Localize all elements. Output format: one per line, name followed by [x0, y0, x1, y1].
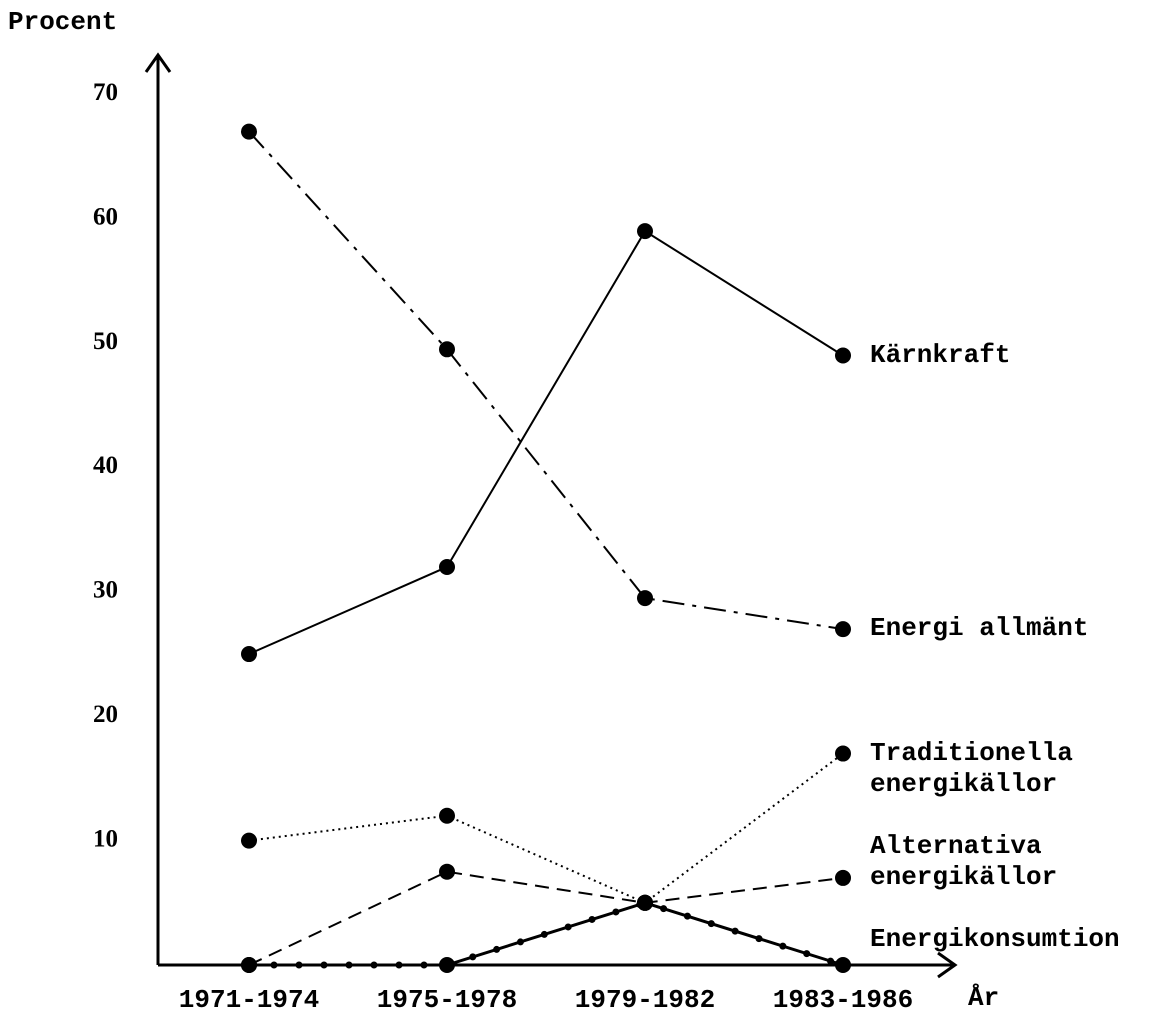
point	[637, 223, 653, 240]
series-label: Kärnkraft	[870, 339, 1011, 370]
point	[637, 894, 653, 911]
series-label: Alternativa energikällor	[870, 830, 1058, 892]
y-tick-label: 20	[93, 701, 118, 728]
point	[241, 646, 257, 663]
y-tick-label: 50	[93, 328, 118, 355]
point	[637, 590, 653, 607]
series-label: Traditionella energikällor	[870, 737, 1073, 799]
point	[835, 347, 851, 364]
point	[439, 957, 455, 973]
series-line	[248, 752, 844, 904]
point	[835, 621, 851, 638]
point	[241, 957, 257, 973]
x-tick-label: 1971-1974	[179, 985, 319, 1015]
y-tick-label: 30	[93, 577, 118, 604]
series-label: Energikonsumtion	[870, 924, 1120, 954]
x-tick-label: 1983-1986	[773, 985, 913, 1015]
y-axis-label: Procent	[8, 7, 117, 37]
point	[439, 863, 455, 880]
series-line	[248, 229, 844, 655]
point	[439, 558, 455, 575]
y-tick-label: 60	[93, 203, 118, 230]
point	[439, 807, 455, 824]
series-line-dots	[245, 899, 847, 969]
point	[835, 745, 851, 762]
series-line	[248, 870, 844, 966]
point	[835, 957, 851, 973]
point	[835, 869, 851, 886]
x-tick-label: 1979-1982	[575, 985, 715, 1015]
point	[241, 123, 257, 140]
x-axis-label: År	[968, 983, 999, 1013]
y-tick-label: 10	[93, 825, 118, 852]
point	[241, 832, 257, 849]
y-tick-label: 40	[93, 452, 118, 479]
series-line	[248, 130, 844, 631]
series-label: Energi allmänt	[870, 613, 1089, 644]
x-tick-label: 1975-1978	[377, 985, 517, 1015]
y-tick-label: 70	[93, 79, 118, 106]
point	[439, 341, 455, 358]
